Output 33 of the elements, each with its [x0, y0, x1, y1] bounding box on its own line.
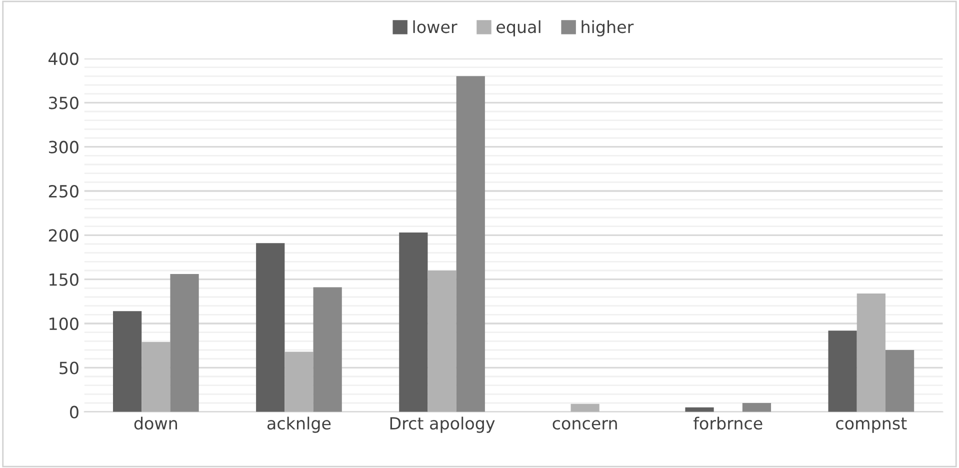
bar [456, 76, 485, 412]
y-tick-label: 50 [60, 362, 78, 374]
y-tick-label: 350 [48, 96, 78, 110]
bar [142, 342, 170, 412]
x-tick-label: Drct apology [390, 416, 495, 433]
bar [828, 330, 857, 412]
bar [428, 270, 456, 412]
bar [885, 350, 914, 412]
x-tick-label: acknlge [267, 416, 331, 433]
y-tick-label: 100 [50, 317, 78, 330]
bar [313, 287, 342, 412]
bar [113, 311, 142, 412]
legend-label: equal [496, 20, 540, 36]
bar [284, 352, 314, 412]
bar [856, 293, 886, 412]
bar [742, 403, 772, 412]
legend-label: higher [582, 20, 634, 36]
bar [170, 274, 199, 412]
x-tick-label: concern [552, 420, 617, 430]
bar [570, 404, 600, 412]
bar [256, 243, 285, 412]
x-tick-label: down [134, 416, 177, 430]
y-tick-label: 300 [48, 140, 78, 154]
y-tick-label: 0 [70, 406, 78, 418]
bar [685, 407, 714, 412]
legend-label: lower [413, 20, 458, 34]
y-tick-label: 150 [50, 273, 78, 286]
y-tick-label: 250 [48, 184, 78, 198]
x-tick-label: forbrnce [693, 416, 762, 430]
x-tick-label: compnst [836, 418, 907, 433]
y-tick-label: 200 [48, 229, 78, 242]
bar [399, 232, 428, 412]
y-tick-label: 400 [48, 52, 78, 66]
